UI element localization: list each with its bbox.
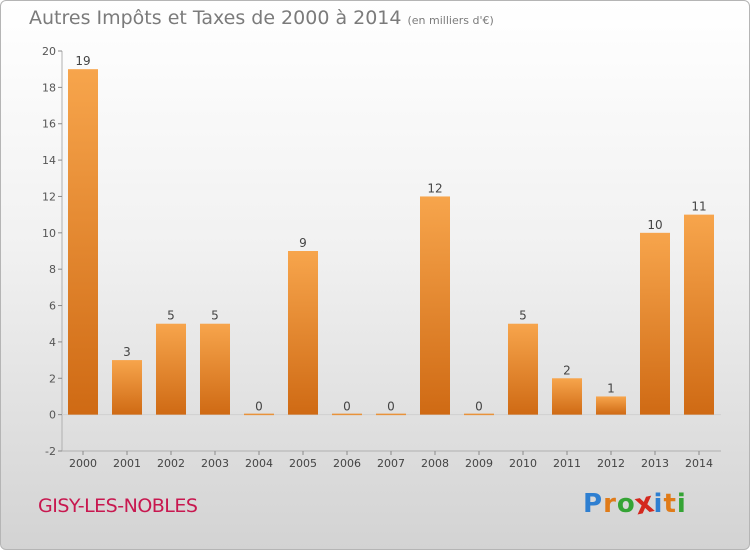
brand-letter: i (653, 489, 664, 519)
bar (112, 360, 142, 415)
bar-value-label: 19 (75, 54, 90, 68)
chart-labels: 19 2000 3 2001 5 2002 5 2003 0 2004 9 2005 0 2006 0 200… (69, 54, 713, 470)
x-tick-label: 2001 (113, 457, 141, 470)
x-tick-label: 2006 (333, 457, 361, 470)
bar (288, 251, 318, 415)
y-tick-label: 10 (42, 227, 56, 240)
x-tick-label: 2012 (597, 457, 625, 470)
commune-name: GISY-LES-NOBLES (38, 495, 198, 517)
brand-letter: o (616, 489, 636, 519)
bar (200, 323, 230, 415)
bar-value-label: 5 (519, 309, 527, 323)
y-tick-label: 12 (42, 190, 56, 203)
bar (684, 214, 714, 415)
bar (156, 323, 186, 415)
y-tick-label: 18 (42, 81, 56, 94)
x-tick-label: 2014 (685, 457, 713, 470)
x-tick-label: 2007 (377, 457, 405, 470)
chart-bars (68, 69, 714, 416)
x-tick-label: 2009 (465, 457, 493, 470)
x-tick-label: 2008 (421, 457, 449, 470)
y-tick-label: 8 (49, 263, 56, 276)
bar (464, 413, 494, 416)
brand-letter: P (583, 489, 604, 519)
bar (376, 413, 406, 416)
y-tick-label: 4 (49, 336, 56, 349)
bar-value-label: 0 (475, 400, 483, 414)
brand-logo[interactable]: Proxiti (583, 486, 687, 522)
x-tick-label: 2000 (69, 457, 97, 470)
x-tick-label: 2003 (201, 457, 229, 470)
y-tick-label: 0 (49, 409, 56, 422)
bar (244, 413, 274, 416)
y-tick-label: -2 (45, 445, 56, 458)
bar (420, 196, 450, 415)
bar (508, 323, 538, 415)
bar-value-label: 10 (647, 218, 662, 232)
brand-letter: i (676, 489, 687, 519)
brand-letter: r (603, 489, 617, 519)
x-tick-label: 2011 (553, 457, 581, 470)
x-tick-label: 2013 (641, 457, 669, 470)
bar-value-label: 5 (211, 309, 219, 323)
y-tick-label: 14 (42, 154, 56, 167)
y-tick-label: 16 (42, 118, 56, 131)
bar-value-label: 3 (123, 345, 131, 359)
bar-value-label: 0 (255, 400, 263, 414)
chart-title-text: Autres Impôts et Taxes de 2000 à 2014 (29, 7, 402, 29)
y-tick-label: 6 (49, 300, 56, 313)
bar (596, 396, 626, 415)
bar (68, 69, 98, 415)
bar-value-label: 0 (387, 400, 395, 414)
bar (640, 232, 670, 415)
x-tick-label: 2002 (157, 457, 185, 470)
bar-value-label: 1 (607, 381, 615, 395)
y-tick-label: 20 (42, 45, 56, 58)
bar-value-label: 0 (343, 400, 351, 414)
bar-value-label: 2 (563, 363, 571, 377)
bar-value-label: 9 (299, 236, 307, 250)
bar (552, 378, 582, 415)
y-tick-label: 2 (49, 372, 56, 385)
x-tick-label: 2005 (289, 457, 317, 470)
chart-title: Autres Impôts et Taxes de 2000 à 2014 (en… (29, 7, 494, 29)
bar-value-label: 5 (167, 309, 175, 323)
x-tick-label: 2010 (509, 457, 537, 470)
chart-subtitle: (en milliers d'€) (407, 14, 494, 27)
bar-value-label: 12 (427, 181, 442, 195)
bar (332, 413, 362, 416)
bar-value-label: 11 (691, 200, 706, 214)
x-tick-label: 2004 (245, 457, 273, 470)
brand-letter: t (663, 489, 677, 519)
